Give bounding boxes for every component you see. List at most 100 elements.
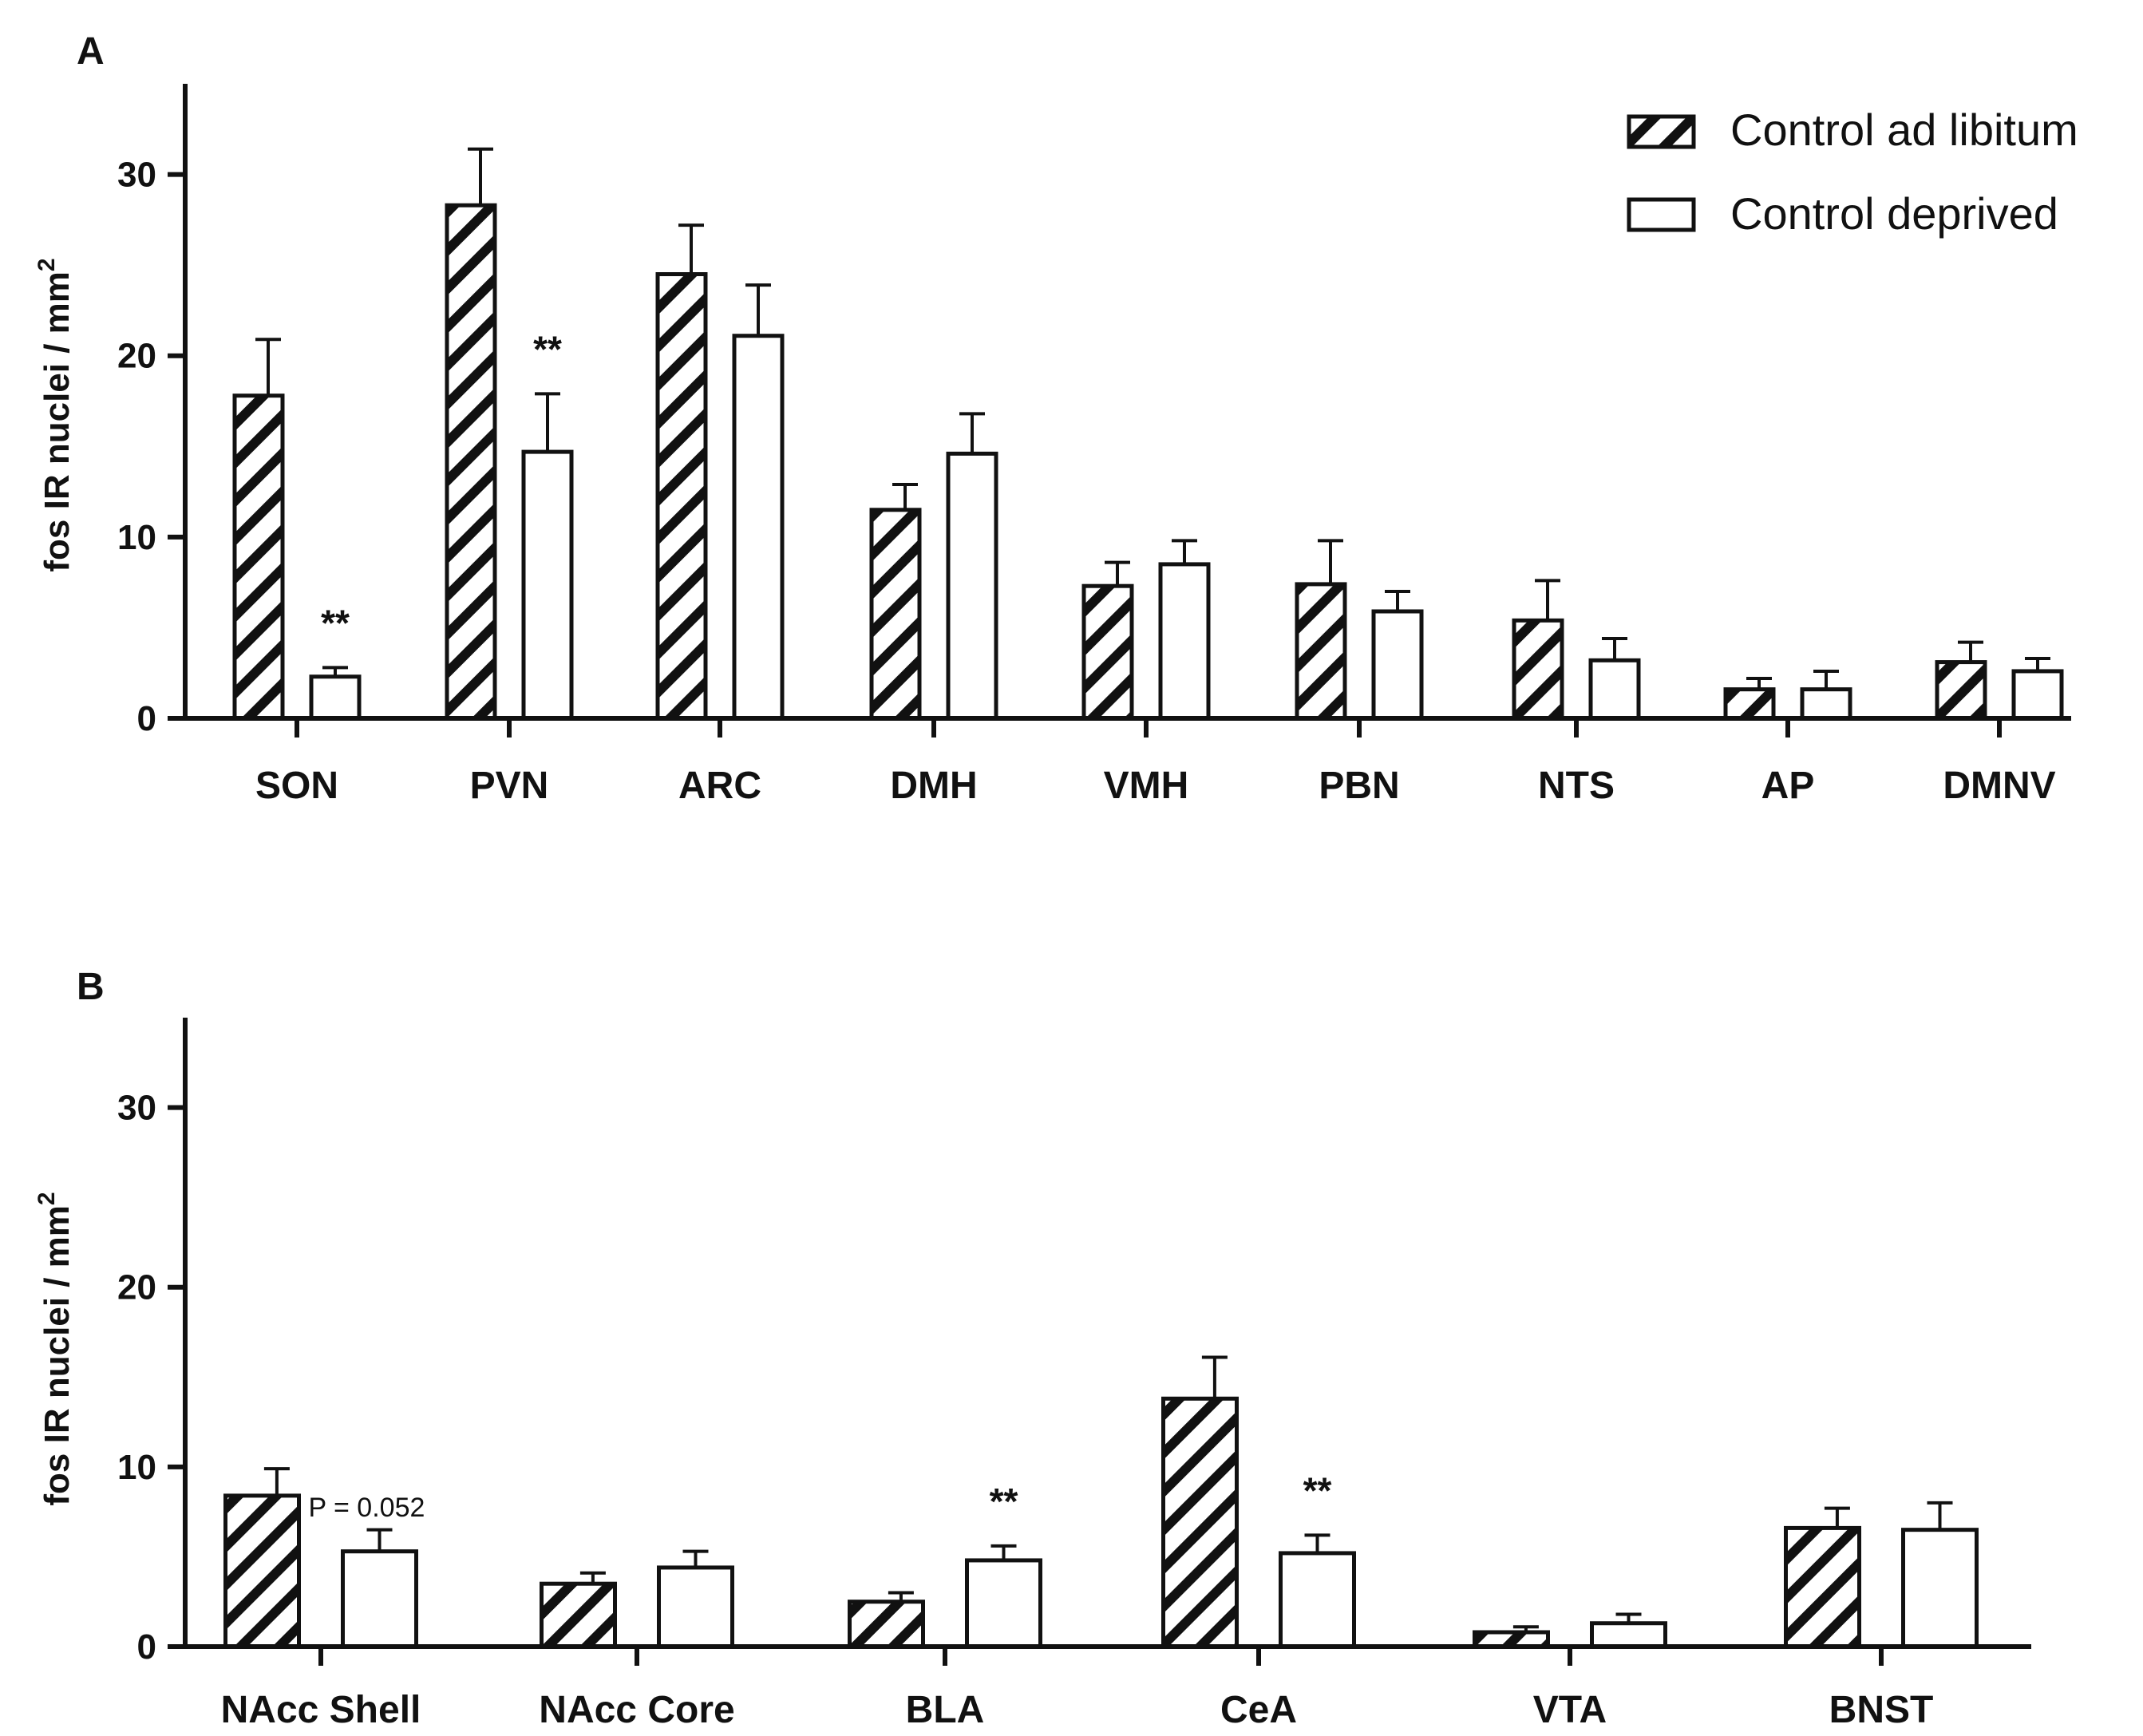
panel-a-bar-ap-deprived <box>1800 687 1852 721</box>
panel-a-x-tick-label-ap: AP <box>1761 765 1815 807</box>
panel-a-y-ticks: 0 10 20 30 <box>117 156 185 738</box>
panel-a-x-tick-label-pvn: PVN <box>470 765 549 807</box>
panel-a-y-tick-label: 30 <box>117 156 156 195</box>
panel-a-x-tick-label-pbn: PBN <box>1319 765 1399 807</box>
panel-b-y-tick-label: 20 <box>117 1268 156 1307</box>
panel-a-error-bar-vmh-deprived <box>1172 539 1197 564</box>
panel-a-annotation-son: ** <box>321 602 350 643</box>
panel-a-bar-pbn-deprived <box>1371 609 1424 721</box>
panel-a-x-ticks: SON PVN ARC DMH VMH PBN NTS AP DMNV <box>255 718 2056 807</box>
panel-b-chart: B fos IR nuclei / mm2 0 10 20 30 NAcc Shell… <box>34 966 2031 1731</box>
panel-b-error-bar-bla-deprived <box>990 1544 1017 1560</box>
panel-a-bar-pvn-ad-libitum <box>445 203 497 721</box>
panel-a-annotations: ** ** <box>321 328 562 643</box>
panel-a-bar-son-deprived <box>309 674 362 721</box>
panel-a-bar-dmnv-deprived <box>2011 669 2064 721</box>
panel-b-bar-nacc-core-deprived <box>657 1565 734 1649</box>
panel-a-x-tick-label-dmh: DMH <box>890 765 977 807</box>
panel-b-bar-nacc-shell-ad-libitum <box>223 1493 301 1649</box>
panel-a-bar-nts-ad-libitum <box>1512 618 1564 721</box>
panel-b-bar-bnst-ad-libitum <box>1784 1525 1861 1649</box>
panel-b-error-bar-nacc-core-deprived <box>682 1549 709 1568</box>
panel-a-x-tick-label-nts: NTS <box>1538 765 1615 807</box>
panel-b-annotation-bla: ** <box>990 1481 1018 1522</box>
panel-a-bar-pbn-ad-libitum <box>1295 582 1347 721</box>
panel-b-bar-bla-ad-libitum <box>848 1600 925 1649</box>
panel-a-bar-arc-deprived <box>732 334 785 721</box>
legend-label-ad-libitum: Control ad libitum <box>1730 105 2078 155</box>
legend-swatch-hatched <box>1627 114 1696 149</box>
panel-b-bar-bla-deprived <box>965 1558 1042 1649</box>
panel-a-x-tick-label-arc: ARC <box>678 765 761 807</box>
legend: Control ad libitum Control deprived <box>1627 105 2078 239</box>
panel-a-bar-pvn-deprived <box>521 449 574 721</box>
panel-b-bar-bnst-deprived <box>1901 1528 1979 1649</box>
panel-b-x-tick-label-nacc-core: NAcc Core <box>539 1689 734 1731</box>
panel-a-bars <box>232 147 2064 721</box>
panel-a-bar-vmh-ad-libitum <box>1081 583 1134 721</box>
panel-b-x-tick-label-vta: VTA <box>1533 1689 1607 1731</box>
panel-b-error-bar-bnst-ad-libitum <box>1824 1506 1850 1528</box>
legend-label-deprived: Control deprived <box>1730 188 2058 239</box>
panel-a-error-bar-nts-deprived <box>1602 637 1627 661</box>
panel-a-error-bar-pvn-ad-libitum <box>468 147 493 206</box>
panel-b-error-bar-nacc-shell-deprived <box>366 1528 393 1552</box>
panel-b-y-tick-label: 30 <box>117 1089 156 1128</box>
panel-a-error-bar-arc-deprived <box>745 283 771 336</box>
panel-a-bar-dmnv-ad-libitum <box>1935 660 1987 721</box>
panel-b-x-tick-label-bnst: BNST <box>1829 1689 1934 1731</box>
panel-b-letter: B <box>77 966 105 1008</box>
panel-b-y-ticks: 0 10 20 30 <box>117 1089 185 1667</box>
panel-b-bar-nacc-shell-deprived <box>341 1549 418 1649</box>
panel-a-error-bar-son-ad-libitum <box>255 338 281 396</box>
panel-b-x-tick-label-bla: BLA <box>906 1689 985 1731</box>
panel-b-bar-nacc-core-ad-libitum <box>540 1581 617 1649</box>
panel-b-annotation-cea: ** <box>1303 1469 1332 1511</box>
panel-b-annotation-nacc-shell: P = 0.052 <box>309 1493 425 1523</box>
panel-a-error-bar-vmh-ad-libitum <box>1105 560 1130 587</box>
panel-b-y-tick-label: 10 <box>117 1448 156 1487</box>
panel-b-bar-cea-ad-libitum <box>1161 1396 1239 1649</box>
panel-a-y-tick-label: 10 <box>117 518 156 557</box>
panel-a-error-bar-dmh-ad-libitum <box>892 482 918 510</box>
panel-a-x-tick-label-vmh: VMH <box>1104 765 1189 807</box>
panel-a-bar-vmh-deprived <box>1158 562 1211 721</box>
panel-a-bar-nts-deprived <box>1588 658 1641 721</box>
panel-a-annotation-pvn: ** <box>533 328 562 370</box>
panel-a-error-bar-ap-deprived <box>1813 669 1839 690</box>
panel-b-error-bar-bnst-deprived <box>1927 1501 1953 1530</box>
panel-a-error-bar-dmnv-deprived <box>2025 657 2050 671</box>
panel-a-letter: A <box>77 30 105 73</box>
panel-b-annotations: P = 0.052 ** ** <box>309 1469 1332 1522</box>
panel-a-bar-dmh-ad-libitum <box>869 508 922 721</box>
panel-a-bar-ap-ad-libitum <box>1723 687 1776 721</box>
panel-b-y-axis-label: fos IR nuclei / mm2 <box>34 1192 77 1505</box>
panel-a-y-axis-label: fos IR nuclei / mm2 <box>34 258 77 571</box>
panel-a-error-bar-arc-ad-libitum <box>678 223 704 275</box>
panel-b-y-tick-label: 0 <box>137 1627 156 1667</box>
panel-a-error-bar-dmnv-ad-libitum <box>1958 640 1983 662</box>
panel-b-x-tick-label-nacc-shell: NAcc Shell <box>221 1689 421 1731</box>
panel-b-error-bar-nacc-shell-ad-libitum <box>263 1467 290 1496</box>
panel-b-error-bar-cea-ad-libitum <box>1201 1355 1228 1399</box>
panel-a-error-bar-dmh-deprived <box>959 412 985 454</box>
panel-b-bar-cea-deprived <box>1279 1551 1356 1649</box>
panel-a-error-bar-pvn-deprived <box>535 392 560 453</box>
panel-a-error-bar-pbn-ad-libitum <box>1318 539 1343 584</box>
panel-b-x-tick-label-cea: CeA <box>1220 1689 1297 1731</box>
panel-a-bar-son-ad-libitum <box>232 393 285 721</box>
panel-a-bar-dmh-deprived <box>946 451 998 721</box>
panel-b-x-ticks: NAcc Shell NAcc Core BLA CeA VTA BNST <box>221 1647 1934 1731</box>
panel-a-x-tick-label-dmnv: DMNV <box>1943 765 2055 807</box>
panel-b-error-bar-cea-deprived <box>1304 1533 1330 1553</box>
legend-swatch-open <box>1627 197 1696 232</box>
panel-a-error-bar-pbn-deprived <box>1385 590 1410 611</box>
panel-a-x-tick-label-son: SON <box>255 765 338 807</box>
panel-b-bars <box>223 1355 1979 1649</box>
panel-b-bar-vta-deprived <box>1590 1621 1667 1649</box>
panel-a-chart: A fos IR nuclei / mm2 0 10 20 30 SON PVN ARC D… <box>34 30 2071 807</box>
panel-a-y-tick-label: 0 <box>137 699 156 738</box>
panel-a-bar-arc-ad-libitum <box>655 272 708 721</box>
panel-a-error-bar-nts-ad-libitum <box>1535 579 1560 621</box>
